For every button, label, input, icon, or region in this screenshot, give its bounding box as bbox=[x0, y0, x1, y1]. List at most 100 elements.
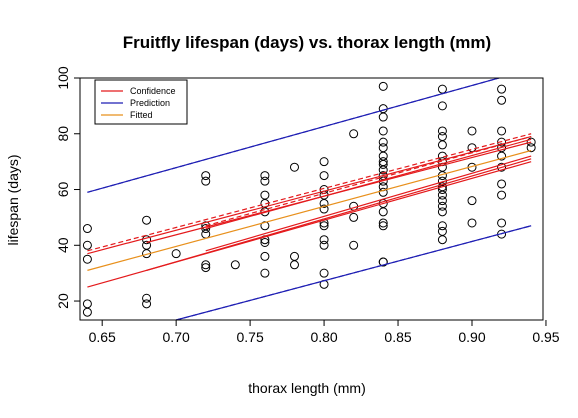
data-point bbox=[230, 260, 240, 270]
y-tick-label: 80 bbox=[55, 126, 71, 142]
data-point bbox=[142, 240, 152, 250]
data-point bbox=[260, 251, 270, 261]
data-point bbox=[497, 162, 507, 172]
data-point bbox=[349, 212, 359, 222]
data-point bbox=[319, 221, 329, 231]
data-point bbox=[437, 207, 447, 217]
data-point bbox=[349, 129, 359, 139]
data-point bbox=[497, 84, 507, 94]
x-tick-label: 0.95 bbox=[532, 329, 559, 345]
data-point bbox=[319, 171, 329, 181]
x-tick-label: 0.80 bbox=[310, 329, 337, 345]
legend-label: Confidence bbox=[130, 86, 176, 96]
x-tick-label: 0.85 bbox=[384, 329, 411, 345]
data-point bbox=[467, 126, 477, 136]
data-point bbox=[378, 257, 388, 267]
data-point bbox=[526, 137, 536, 147]
data-point bbox=[260, 176, 270, 186]
data-point bbox=[378, 157, 388, 167]
data-point bbox=[171, 249, 181, 259]
data-point bbox=[378, 112, 388, 122]
data-point bbox=[526, 143, 536, 153]
data-point bbox=[319, 157, 329, 167]
data-point bbox=[437, 101, 447, 111]
confidence-line bbox=[205, 155, 532, 252]
data-point bbox=[319, 268, 329, 278]
data-point bbox=[437, 196, 447, 206]
data-point bbox=[437, 235, 447, 245]
data-point bbox=[260, 171, 270, 181]
data-point bbox=[437, 84, 447, 94]
data-point bbox=[201, 263, 211, 273]
data-point bbox=[378, 187, 388, 197]
fitted-line bbox=[87, 149, 532, 271]
x-tick-label: 0.75 bbox=[236, 329, 263, 345]
y-tick-label: 20 bbox=[55, 293, 71, 309]
data-point bbox=[260, 237, 270, 247]
data-point bbox=[378, 151, 388, 161]
data-point bbox=[201, 176, 211, 186]
y-axis: 20 40 60 80 100 bbox=[55, 66, 80, 309]
y-axis-label: lifespan (days) bbox=[5, 154, 21, 245]
data-point bbox=[437, 221, 447, 231]
confidence-line bbox=[146, 158, 532, 271]
data-point bbox=[142, 215, 152, 225]
legend: Confidence Prediction Fitted bbox=[94, 79, 188, 125]
plot-area bbox=[82, 78, 536, 320]
confidence-line bbox=[87, 135, 532, 255]
data-point bbox=[437, 126, 447, 136]
confidence-line bbox=[205, 138, 532, 230]
data-point bbox=[437, 140, 447, 150]
data-point bbox=[260, 221, 270, 231]
chart-title: Fruitfly lifespan (days) vs. thorax leng… bbox=[123, 33, 491, 52]
data-point bbox=[349, 240, 359, 250]
y-tick-label: 100 bbox=[55, 66, 71, 90]
data-point bbox=[437, 201, 447, 211]
data-point bbox=[437, 182, 447, 192]
legend-label: Fitted bbox=[130, 110, 153, 120]
data-point bbox=[319, 240, 329, 250]
x-tick-label: 0.90 bbox=[458, 329, 485, 345]
data-point bbox=[437, 226, 447, 236]
plot-frame bbox=[79, 77, 544, 321]
legend-box bbox=[94, 79, 188, 125]
data-point bbox=[82, 307, 92, 317]
y-tick-label: 40 bbox=[55, 237, 71, 253]
data-point bbox=[82, 224, 92, 234]
data-point bbox=[289, 251, 299, 261]
data-point bbox=[378, 207, 388, 217]
data-point bbox=[289, 260, 299, 270]
x-axis: 0.65 0.70 0.75 0.80 0.85 0.90 0.95 bbox=[89, 320, 560, 345]
data-point bbox=[378, 143, 388, 153]
data-point bbox=[289, 162, 299, 172]
data-point bbox=[497, 95, 507, 105]
data-point bbox=[82, 240, 92, 250]
data-point bbox=[437, 132, 447, 142]
data-point bbox=[319, 204, 329, 214]
data-point bbox=[378, 221, 388, 231]
data-point bbox=[497, 179, 507, 189]
data-point bbox=[82, 254, 92, 264]
data-point bbox=[378, 218, 388, 228]
data-point bbox=[82, 299, 92, 309]
data-point bbox=[319, 235, 329, 245]
data-point bbox=[497, 143, 507, 153]
data-point bbox=[497, 218, 507, 228]
x-tick-label: 0.65 bbox=[89, 329, 116, 345]
data-point bbox=[201, 171, 211, 181]
data-point bbox=[142, 293, 152, 303]
data-point bbox=[260, 268, 270, 278]
data-point bbox=[378, 81, 388, 91]
data-point bbox=[260, 190, 270, 200]
prediction-line bbox=[87, 78, 502, 193]
data-point bbox=[497, 190, 507, 200]
data-point bbox=[497, 126, 507, 136]
data-point bbox=[378, 137, 388, 147]
confidence-line bbox=[205, 135, 532, 227]
data-point bbox=[467, 196, 477, 206]
prediction-line bbox=[175, 225, 532, 320]
x-axis-label: thorax length (mm) bbox=[248, 380, 365, 396]
confidence-line bbox=[87, 133, 532, 252]
y-tick-label: 60 bbox=[55, 182, 71, 198]
